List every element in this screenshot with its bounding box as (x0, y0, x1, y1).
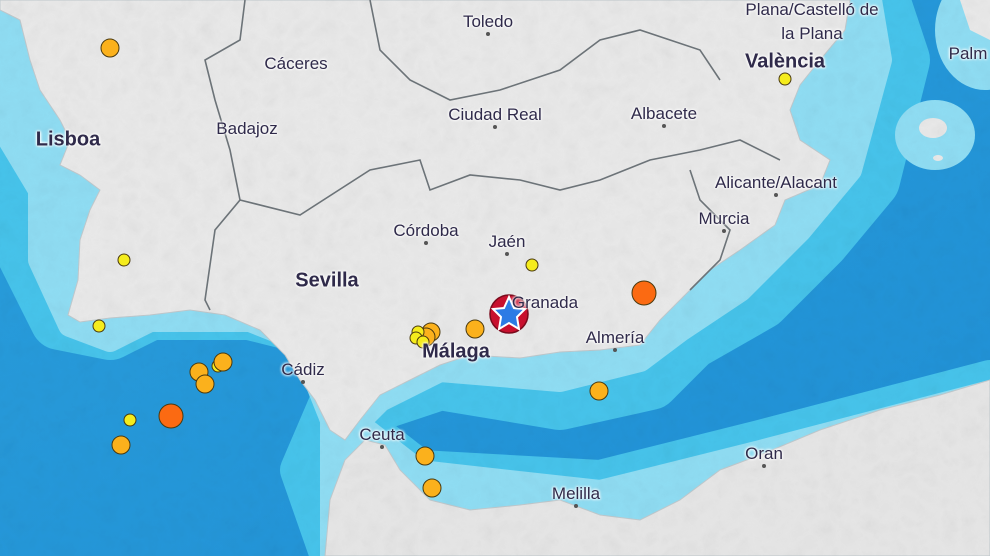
city-label: Oran (745, 444, 783, 463)
city-label: Albacete (630, 104, 698, 123)
city-label: Cáceres (264, 54, 328, 73)
city-dot (613, 348, 617, 352)
city-dot (762, 464, 766, 468)
city-dot (486, 32, 490, 36)
ibiza-island (919, 118, 947, 138)
city-label: Murcia (698, 209, 750, 228)
city-dot (493, 125, 497, 129)
city-label: Toledo (462, 12, 514, 31)
earthquake-marker[interactable] (416, 335, 430, 349)
city-label: Ceuta (359, 425, 405, 444)
city-label: Córdoba (393, 221, 459, 240)
city-label: Sevilla (295, 269, 359, 292)
city-label: la Plana (781, 24, 843, 43)
earthquake-marker[interactable] (589, 381, 609, 401)
city-label: Melilla (551, 484, 601, 503)
earthquake-marker[interactable] (92, 319, 106, 333)
city-label: Málaga (422, 340, 490, 363)
city-label: Palm (948, 44, 988, 63)
city-label: Lisboa (35, 128, 101, 151)
city-dot (574, 504, 578, 508)
city-label: Badajoz (216, 119, 278, 138)
star-icon (490, 294, 528, 331)
events-layer (92, 38, 792, 498)
city-label: Cádiz (281, 360, 325, 379)
city-label: Ciudad Real (448, 105, 542, 124)
earthquake-marker[interactable] (117, 253, 131, 267)
city-dot (722, 229, 726, 233)
city-dot (424, 241, 428, 245)
city-dot (505, 252, 509, 256)
city-dot (662, 124, 666, 128)
city-dot (380, 445, 384, 449)
earthquake-marker[interactable] (525, 258, 539, 272)
city-label: València (744, 50, 826, 73)
admin-boundaries (204, 0, 781, 311)
city-label: Almería (585, 328, 645, 347)
earthquake-marker[interactable] (778, 72, 792, 86)
city-label: Granada (511, 293, 579, 312)
earthquake-marker[interactable] (631, 280, 657, 306)
earthquake-marker[interactable] (415, 446, 435, 466)
city-label: Plana/Castelló de (745, 0, 879, 19)
city-dot (774, 193, 778, 197)
earthquake-marker[interactable] (195, 374, 215, 394)
epicenter-marker[interactable] (489, 294, 529, 334)
earthquake-marker[interactable] (465, 319, 485, 339)
city-label: Jaén (488, 232, 526, 251)
earthquake-marker[interactable] (422, 478, 442, 498)
formentera-island (933, 155, 943, 161)
earthquake-marker[interactable] (111, 435, 131, 455)
earthquake-marker[interactable] (100, 38, 120, 58)
city-dot (301, 380, 305, 384)
city-label: Alicante/Alacant (715, 173, 837, 192)
earthquake-marker[interactable] (158, 403, 184, 429)
earthquake-marker[interactable] (213, 352, 233, 372)
earthquake-marker[interactable] (123, 413, 137, 427)
